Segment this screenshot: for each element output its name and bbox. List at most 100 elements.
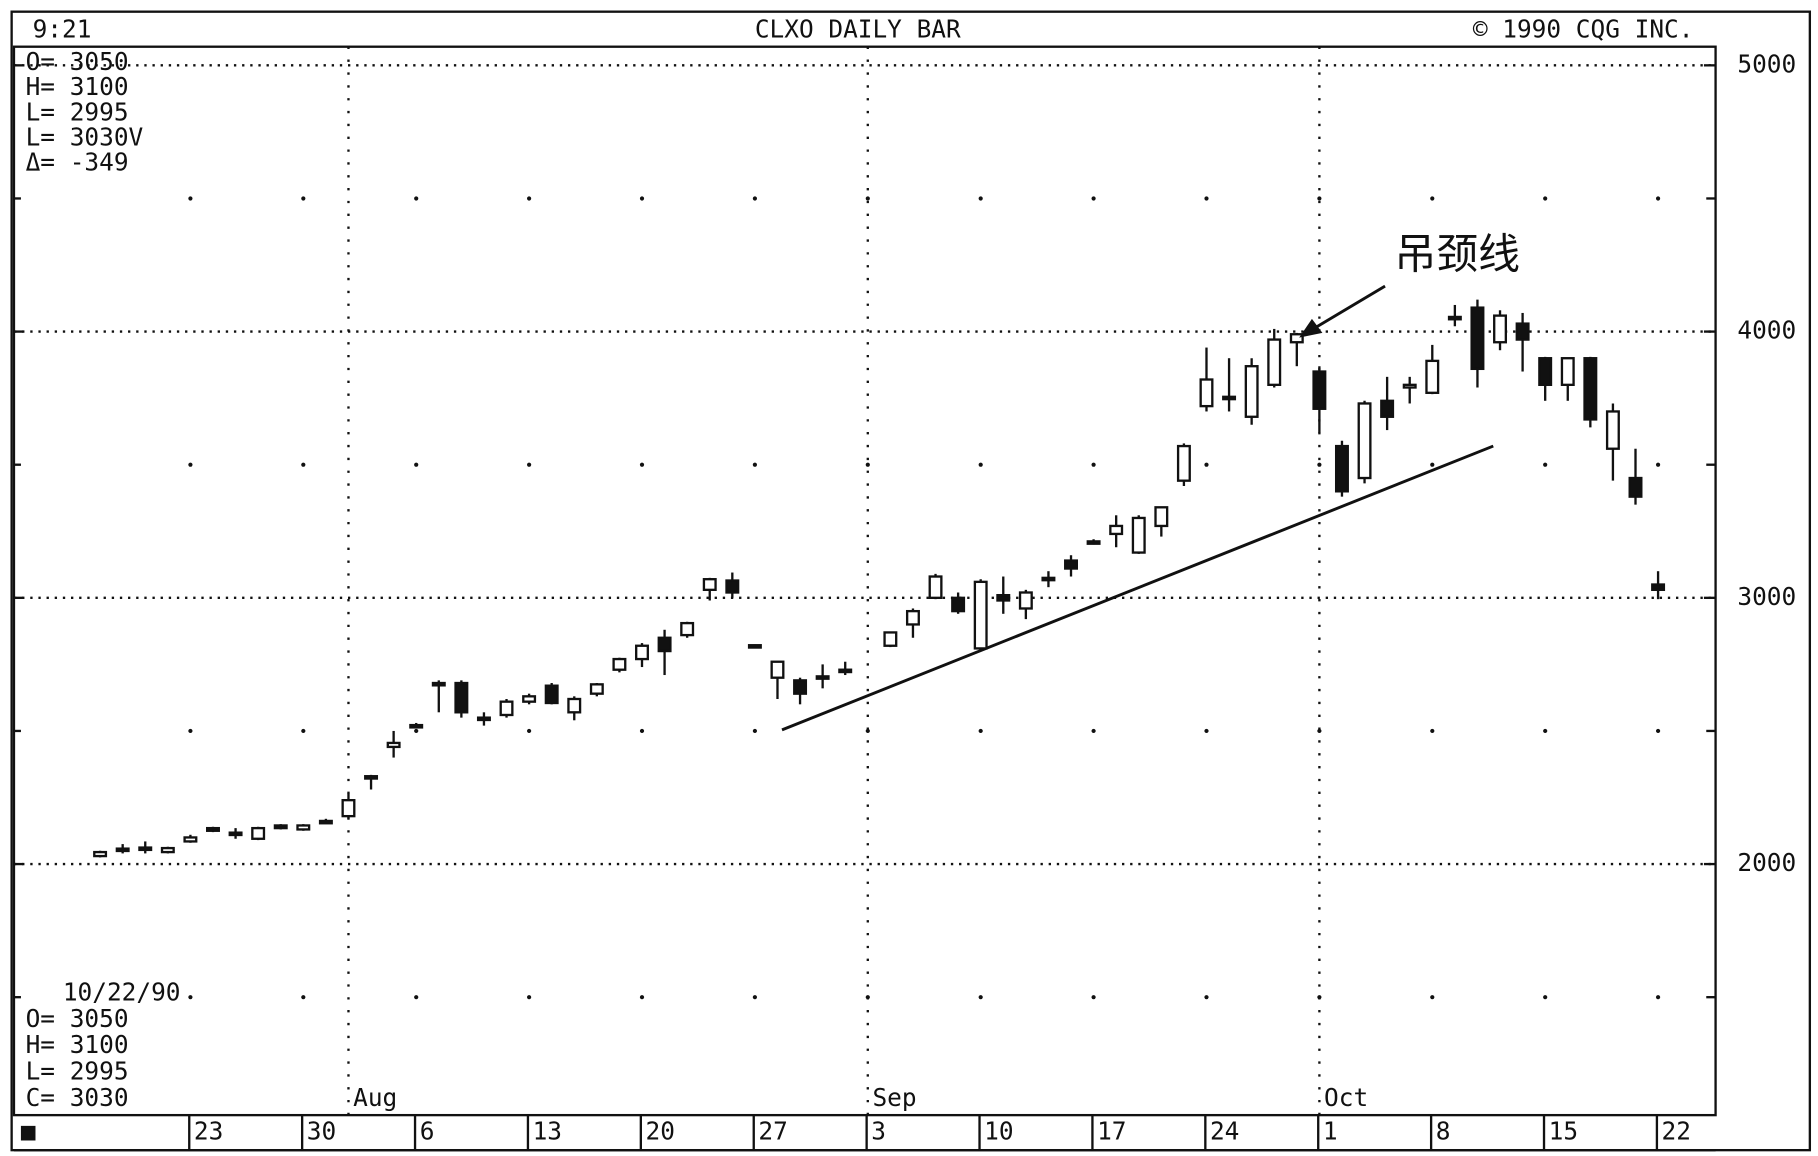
grid-dot xyxy=(188,462,193,467)
candle-body-up xyxy=(341,799,356,818)
x-tick-label: 30 xyxy=(307,1117,336,1146)
grid-dot xyxy=(1543,995,1548,1000)
grid-dot xyxy=(639,995,645,1000)
x-tick-label: 6 xyxy=(420,1117,435,1146)
grid-dot xyxy=(188,995,193,1000)
candle-body-up xyxy=(296,824,311,831)
candle-body-down xyxy=(544,684,559,705)
info-top: O= 3050 xyxy=(26,47,129,76)
info-bottom: O= 3050 xyxy=(26,1004,129,1033)
candle-body-up xyxy=(409,723,424,729)
candle-body-up xyxy=(770,660,785,679)
candle-body-down xyxy=(364,775,379,780)
grid-dot xyxy=(527,462,532,467)
grid-dot xyxy=(1091,462,1096,467)
grid-dot xyxy=(1204,995,1209,1000)
candle-body-up xyxy=(499,700,514,717)
candle-body-up xyxy=(251,826,266,840)
grid-dot xyxy=(1430,462,1435,467)
candle-body-up xyxy=(115,847,130,853)
x-tick-label: 22 xyxy=(1662,1117,1691,1146)
x-tick-label: 27 xyxy=(758,1117,787,1146)
candle-body-up xyxy=(1357,402,1372,480)
candle-body-up xyxy=(522,695,537,703)
grid-dot xyxy=(1543,462,1548,467)
candle-body-up xyxy=(815,675,830,680)
candle-body-down xyxy=(657,636,672,653)
info-top: Δ= -349 xyxy=(26,147,129,176)
candle-body-up xyxy=(1086,540,1101,545)
candle-body-up xyxy=(1267,338,1282,387)
grid-dot xyxy=(301,995,306,1000)
corner-mark: ■ xyxy=(21,1117,36,1146)
candle-body-down xyxy=(1334,444,1349,493)
candle-body-up xyxy=(160,846,175,854)
annotation-text: 吊颈线 xyxy=(1394,229,1520,278)
candle-body-up xyxy=(635,644,649,661)
candle-body-up xyxy=(612,657,627,671)
candle-body-up xyxy=(476,716,491,722)
month-label: Sep xyxy=(872,1083,916,1112)
candle-body-up xyxy=(928,575,943,599)
candle-body-down xyxy=(1312,370,1327,410)
x-tick-label: 13 xyxy=(533,1117,562,1146)
candle-body-up xyxy=(905,609,920,626)
candle-body-up xyxy=(183,836,198,843)
outer-frame xyxy=(10,10,1812,1152)
grid-dot xyxy=(639,728,645,734)
x-tick-label: 24 xyxy=(1210,1117,1239,1146)
y-tick-label: 4000 xyxy=(1737,316,1796,345)
candle-body-up xyxy=(1222,395,1237,401)
candle-body-up xyxy=(93,850,108,858)
info-top: H= 3100 xyxy=(26,72,129,101)
candle-body-down xyxy=(273,824,288,830)
candle-body-down xyxy=(206,826,220,832)
grid-dot xyxy=(301,196,306,201)
candle-body-up xyxy=(973,580,988,650)
x-tick-label: 15 xyxy=(1549,1117,1578,1146)
candle-body-down xyxy=(1583,357,1598,421)
candle-body-up xyxy=(1244,365,1259,418)
grid-dot xyxy=(1091,995,1096,1000)
grid-dot xyxy=(639,462,645,467)
candle-body-up xyxy=(589,683,604,695)
candle-body-up xyxy=(138,846,153,852)
candle-body-up xyxy=(1018,591,1033,610)
grid-dot xyxy=(752,462,757,467)
candle-body-down xyxy=(838,668,853,674)
y-tick-label: 2000 xyxy=(1737,848,1796,877)
candle-body-up xyxy=(1493,314,1508,344)
grid-dot xyxy=(978,995,983,1000)
candle-body-up xyxy=(1560,357,1575,387)
info-bottom: C= 3030 xyxy=(26,1083,129,1112)
annotation-arrowhead xyxy=(1299,318,1323,338)
candle-body-down xyxy=(1515,322,1530,341)
month-label: Aug xyxy=(353,1083,397,1112)
trendline xyxy=(781,444,1494,732)
grid-dot xyxy=(188,728,193,734)
candle-body-up xyxy=(747,644,762,649)
candle-body-down xyxy=(793,679,808,695)
x-tick-label: 20 xyxy=(645,1117,674,1146)
info-bottom: 10/22/90 xyxy=(63,978,181,1007)
y-tick-label: 3000 xyxy=(1737,582,1796,611)
grid-dot xyxy=(978,462,983,467)
candle-body-down xyxy=(996,593,1011,602)
candle-body-up xyxy=(1425,359,1440,394)
candle-body-up xyxy=(228,831,243,837)
grid-dot xyxy=(639,196,645,201)
grid-dot xyxy=(414,196,419,201)
grid-dot xyxy=(1655,995,1661,1000)
candle-body-down xyxy=(1628,476,1643,498)
candle-body-down xyxy=(951,596,966,613)
candle-body-up xyxy=(1041,576,1056,582)
grid-dot xyxy=(1091,728,1096,734)
grid-dot xyxy=(301,462,306,467)
candle-body-down xyxy=(1380,399,1395,418)
grid-dot xyxy=(978,728,983,734)
grid-dot xyxy=(752,196,757,201)
candle-body-up xyxy=(1154,506,1169,528)
info-top: L= 2995 xyxy=(26,97,129,126)
candle-body-up xyxy=(1447,315,1462,321)
